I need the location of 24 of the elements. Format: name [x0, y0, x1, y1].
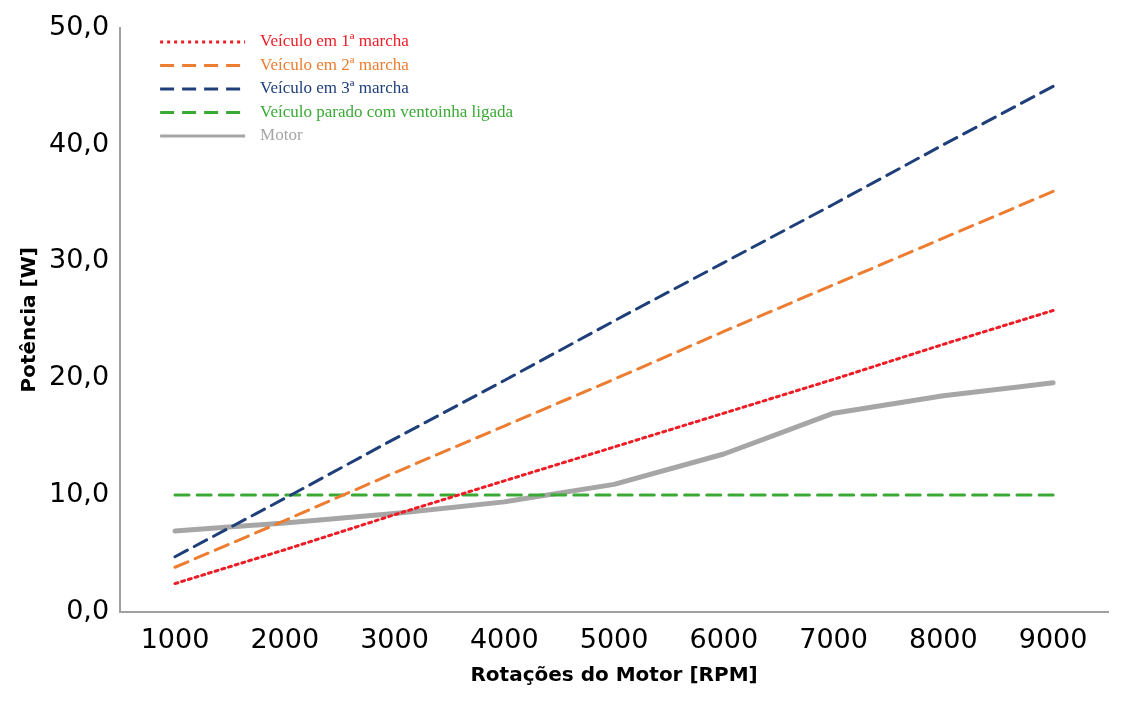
y-axis-title: Potência [W] — [16, 247, 41, 393]
x-tick-label: 2000 — [250, 622, 320, 654]
legend-label: Motor — [260, 125, 303, 145]
x-tick-label: 6000 — [689, 622, 759, 654]
x-tick-label: 8000 — [908, 622, 978, 654]
legend-label: Veículo em 3ª marcha — [260, 78, 410, 98]
y-tick-label: 50,0 — [48, 10, 110, 42]
x-tick-label: 5000 — [579, 622, 649, 654]
y-tick-label: 0,0 — [66, 593, 110, 625]
x-tick-label: 4000 — [469, 622, 539, 654]
y-tick-label: 30,0 — [48, 243, 110, 275]
line-series — [173, 189, 1055, 569]
x-axis-title: Rotações do Motor [RPM] — [470, 662, 758, 687]
x-tick-label: 3000 — [360, 622, 429, 654]
legend-label: Veículo em 2ª marcha — [260, 54, 410, 74]
y-tick-label: 20,0 — [48, 360, 110, 392]
x-tick-label: 1000 — [140, 622, 210, 654]
y-tick-label: 40,0 — [48, 126, 110, 158]
line-series — [173, 308, 1055, 586]
x-tick-label: 9000 — [1018, 622, 1088, 654]
legend-label: Veículo parado com ventoinha ligada — [260, 101, 514, 121]
legend-label: Veículo em 1ª marcha — [260, 31, 410, 51]
y-tick-label: 10,0 — [48, 476, 110, 508]
x-tick-label: 7000 — [799, 622, 868, 654]
